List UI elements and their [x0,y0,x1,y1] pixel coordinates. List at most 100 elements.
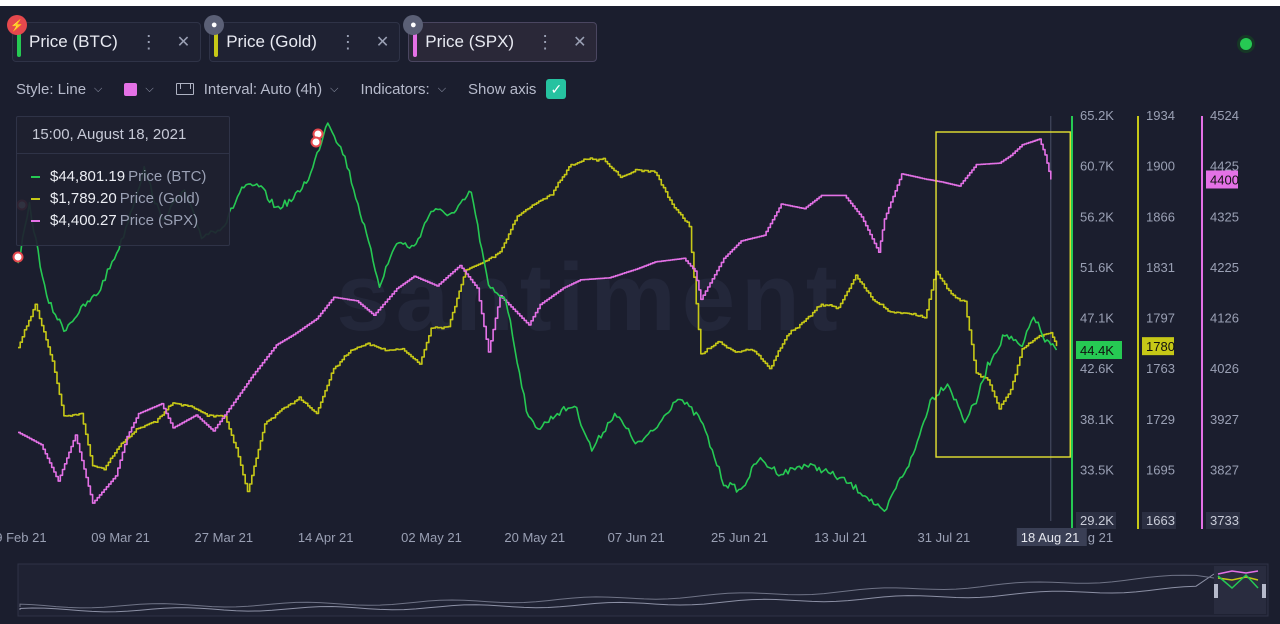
live-status-indicator [1240,38,1252,50]
style-dropdown[interactable]: Style: Line ⌵ [16,81,102,98]
axis-tick-label: 4026 [1210,361,1239,376]
navigator-overview-line [19,573,1215,613]
color-picker[interactable]: ⌵ [124,82,154,96]
color-swatch [124,82,138,96]
series-color-dash [31,219,40,222]
x-highlight-label-bg [1016,528,1087,546]
navigator-handle-left [1214,584,1218,598]
x-tick-label: 13 Jul 21 [814,530,867,545]
tooltip-value: $4,400.27 [50,212,117,229]
chart-toolbar: Style: Line ⌵ ⌵ Interval: Auto (4h) ⌵ In… [16,76,588,102]
x-tick-label: 27 Mar 21 [195,530,254,545]
series-line-gold [18,157,1058,493]
more-options-icon[interactable]: ⋮ [139,31,158,52]
axis-tick-label: 1729 [1146,412,1175,427]
axis-tick-label: 1831 [1146,260,1175,275]
indicators-label: Indicators: [360,80,430,98]
style-label: Style: Line [16,80,87,98]
current-value-label: 1780 [1146,339,1175,354]
axis-tick-label: 3927 [1210,412,1239,427]
metric-tabs: ⚡ Price (BTC) ⋮ ✕ ● Price (Gold) ⋮ ✕ ● P… [7,15,598,64]
tab-color-stripe [17,31,21,57]
axis-tick-label: 4126 [1210,311,1239,326]
axis-tick-label: 1866 [1146,209,1175,224]
top-edge [0,0,1280,6]
tab-label: Price (Gold) [226,32,317,51]
x-tick-label: 09 Mar 21 [91,530,150,545]
series-color-dash [31,175,40,178]
tab-price-spx[interactable]: ● Price (SPX) ⋮ ✕ [403,15,598,62]
tab-label: Price (SPX) [425,32,515,51]
axis-min-label-bg [1076,512,1116,529]
event-marker [12,251,24,263]
axis-tick-label: 65.2K [1080,108,1114,123]
navigator-handle-right [1262,584,1266,598]
axis-tick-label: 4524 [1210,108,1239,123]
navigator-overview-line [19,574,1215,609]
axis-tick-label: 51.6K [1080,260,1114,275]
axis-tick-label: 38.1K [1080,412,1114,427]
axis-tick-label: 1695 [1146,462,1175,477]
tab-label: Price (BTC) [29,32,118,51]
more-options-icon[interactable]: ⋮ [536,31,554,52]
tab-price-btc[interactable]: ⚡ Price (BTC) ⋮ ✕ [7,15,202,62]
axis-tick-label: 1663 [1146,513,1175,528]
tooltip-row-spx: $4,400.27 Price (SPX) [31,212,198,229]
tooltip-row-btc: $44,801.19 Price (BTC) [31,168,206,185]
chevron-down-icon: ⌵ [94,82,103,95]
tooltip-series-name: Price (BTC) [128,168,207,185]
show-axis-toggle[interactable]: Show axis ✓ [468,79,567,99]
current-value-label: 4400 [1210,172,1239,187]
tooltip-divider [17,153,229,154]
axis-tick-label: 1900 [1146,159,1175,174]
more-options-icon[interactable]: ⋮ [338,31,357,52]
axis-tick-label: 3733 [1210,513,1239,528]
tab-color-stripe [214,31,219,57]
current-value-badge [1076,341,1122,359]
axis-tick-label: 33.5K [1080,462,1114,477]
close-icon[interactable]: ✕ [573,34,587,51]
interval-dropdown[interactable]: Interval: Auto (4h) ⌵ [175,80,339,98]
tooltip-date: 15:00, August 18, 2021 [32,126,187,143]
axis-tick-label: 56.2K [1080,209,1114,224]
close-icon[interactable]: ✕ [375,34,390,51]
series-color-dash [31,197,40,200]
indicators-dropdown[interactable]: Indicators: ⌵ [360,81,446,98]
checkbox-checked-icon[interactable]: ✓ [546,79,567,99]
chevron-down-icon: ⌵ [330,82,339,95]
axis-tick-label: 4225 [1210,260,1239,275]
watermark: santiment [336,244,843,351]
axis-tick-label: 42.6K [1080,361,1114,376]
tab-color-stripe [413,31,418,57]
x-tick-label: 18 Aug 21 [1021,530,1080,545]
close-icon[interactable]: ✕ [176,34,191,51]
navigator-mini-series [1217,573,1259,590]
show-axis-label: Show axis [468,80,537,98]
tooltip-row-gold: $1,789.20 Price (Gold) [31,190,200,207]
x-tick-label: 25 Jun 21 [711,530,768,545]
highlight-rectangle [935,131,1071,458]
axis-tick-label: 47.1K [1080,311,1114,326]
x-tick-label: 19 Feb 21 [0,530,47,545]
axis-tick-label: 1934 [1146,108,1175,123]
x-tick-label: 02 May 21 [401,530,462,545]
interval-label: Interval: Auto (4h) [203,80,323,98]
x-tick-label: 31 Jul 21 [918,530,971,545]
tab-price-gold[interactable]: ● Price (Gold) ⋮ ✕ [204,15,401,62]
tooltip-series-name: Price (SPX) [119,212,199,229]
axis-min-label-bg [1206,512,1240,529]
navigator-mini-series [1217,570,1259,575]
tooltip-value: $44,801.19 [50,168,126,185]
chevron-down-icon: ⌵ [437,82,447,95]
lock-icon: ● [204,15,225,35]
hover-tooltip: 15:00, August 18, 2021 $44,801.19 Price … [16,116,230,246]
axis-tick-label: 60.7K [1080,159,1114,174]
axis-tick-label: 4325 [1210,209,1239,224]
current-value-badge [1206,170,1238,189]
navigator-selection [1214,566,1266,614]
current-value-badge [1142,337,1174,356]
axis-tick-label: 1797 [1146,311,1175,326]
x-tick-label: 14 Apr 21 [298,530,354,545]
current-value-label: 44.4K [1080,343,1114,358]
